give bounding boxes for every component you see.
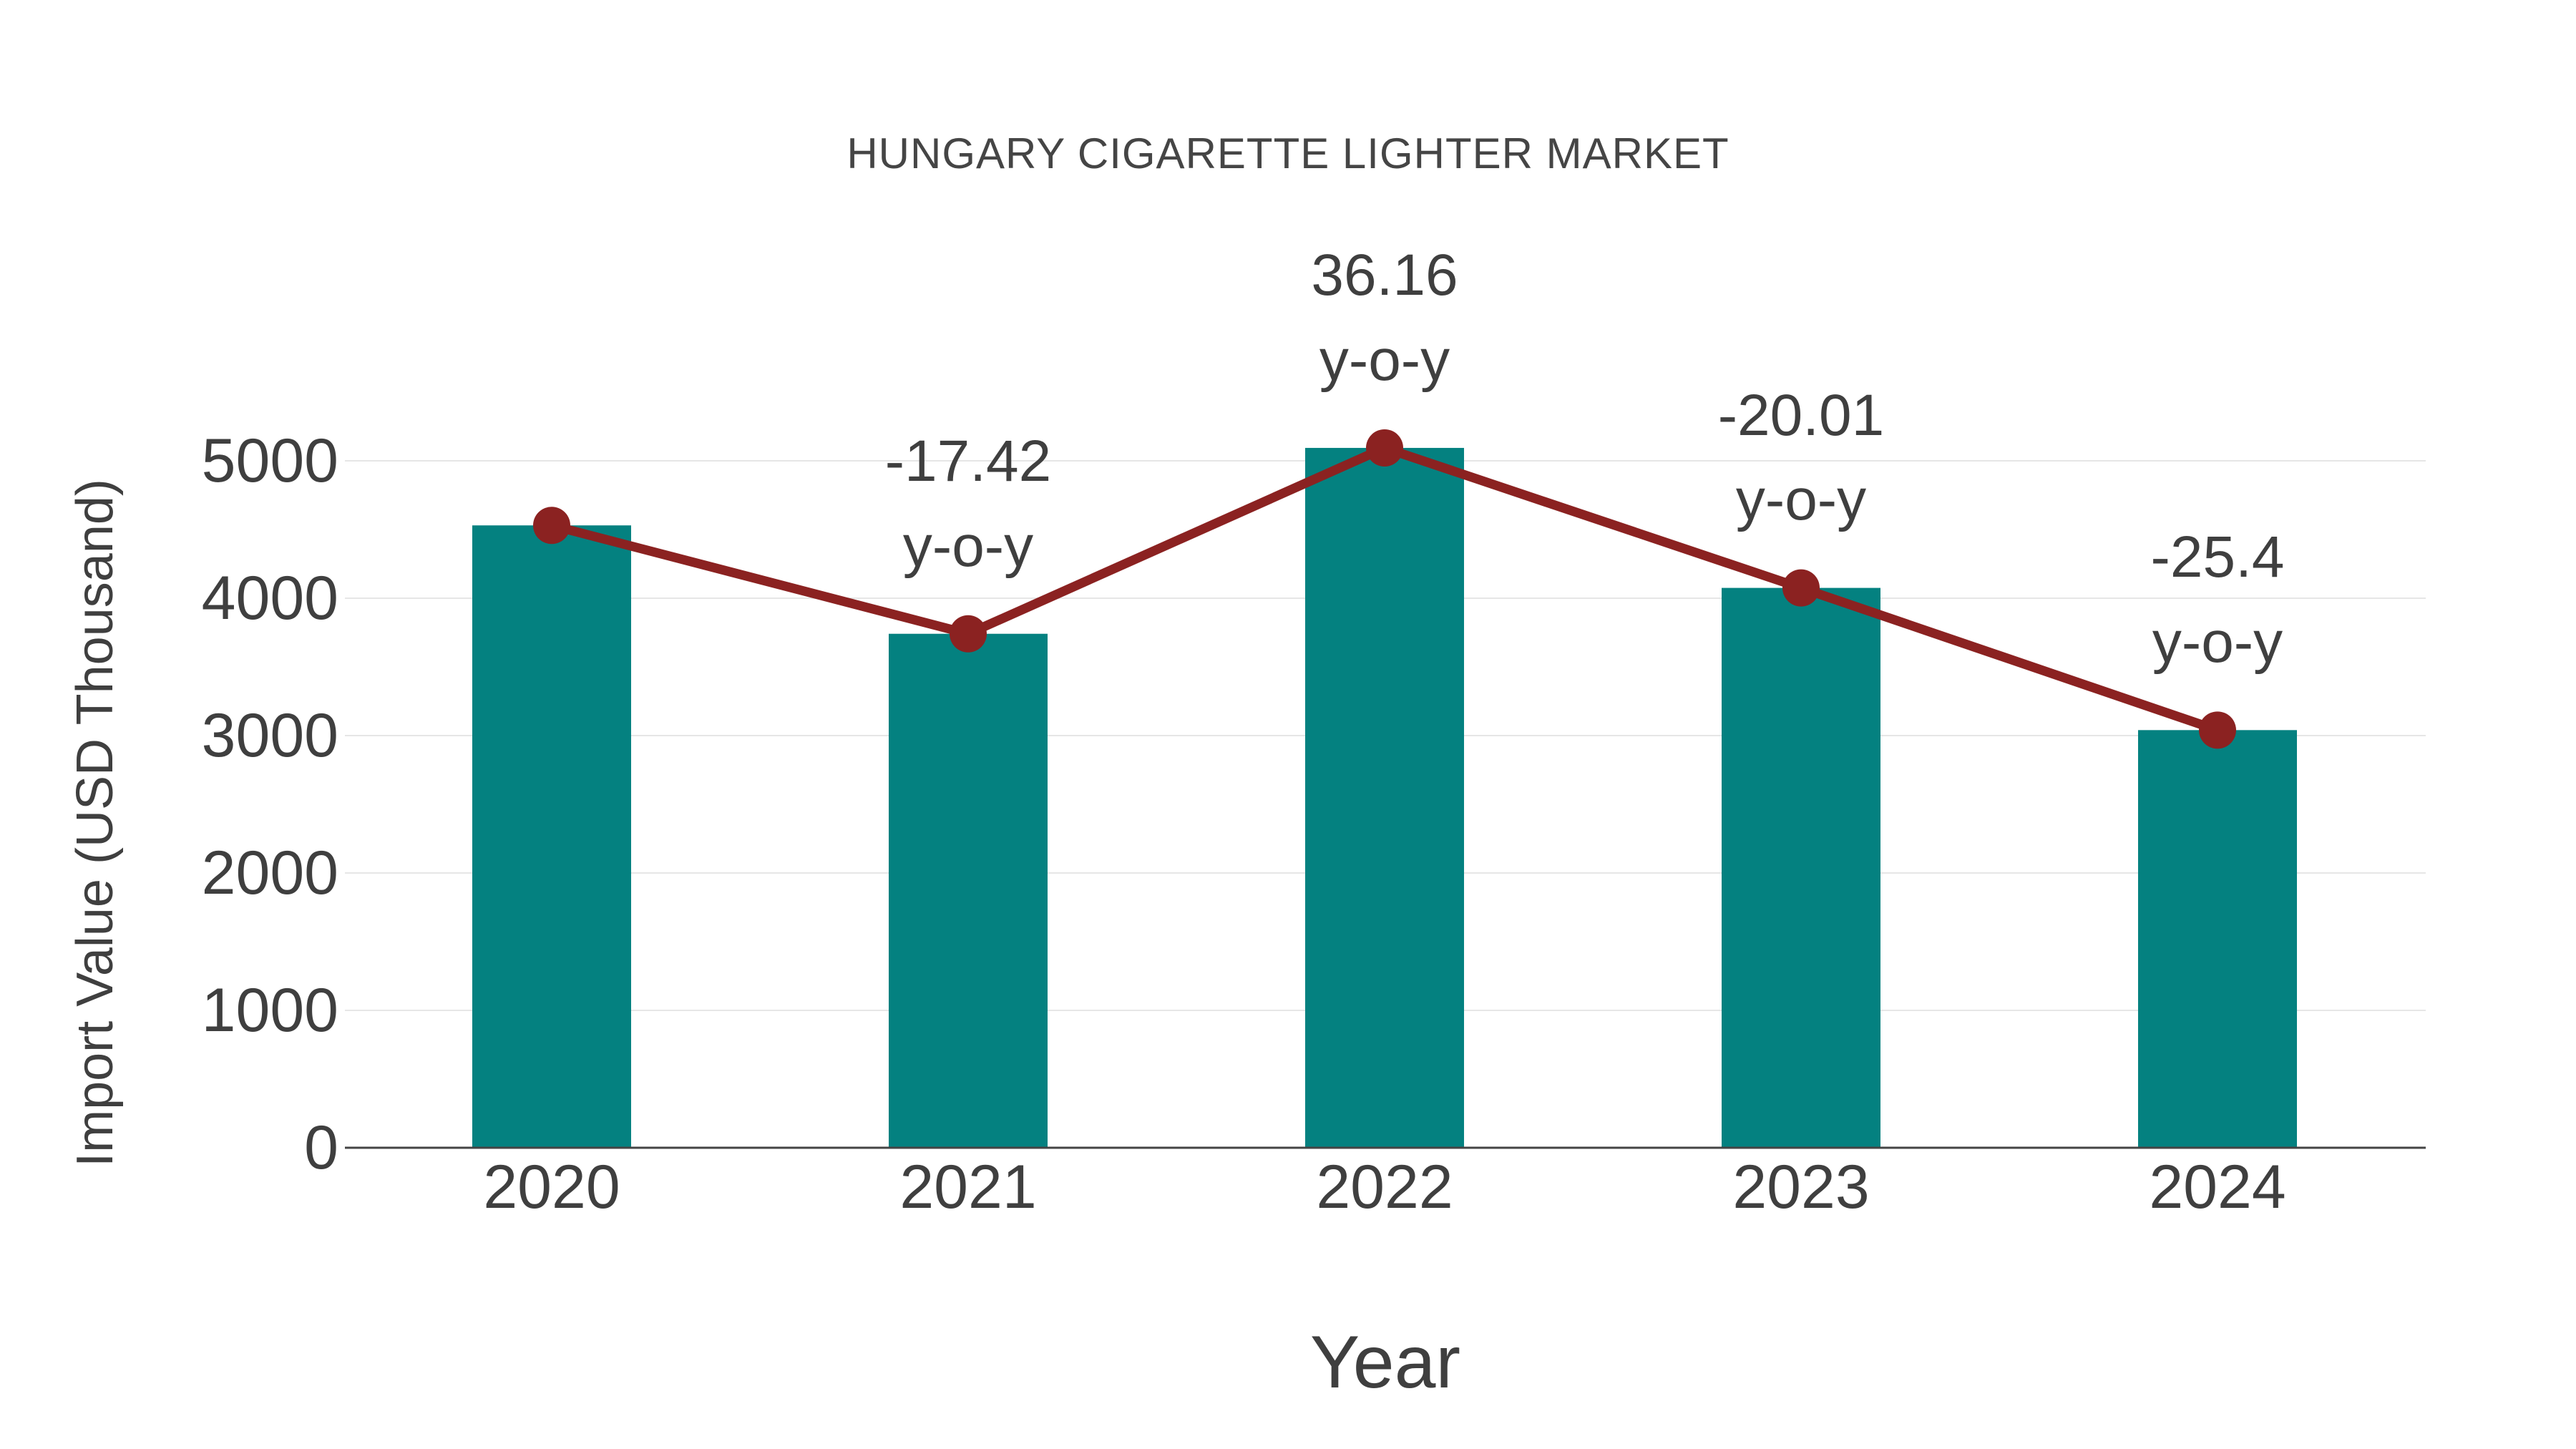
y-tick-0: 0 — [304, 1113, 338, 1182]
annotation-value: 36.16 — [1311, 242, 1458, 308]
y-tick-2000: 2000 — [201, 839, 338, 907]
bar-2024[interactable] — [2138, 730, 2297, 1148]
line-marker-2024[interactable] — [2199, 711, 2236, 749]
x-axis-title: Year — [1309, 1321, 1461, 1404]
annotation-suffix: y-o-y — [902, 513, 1034, 579]
y-axis-title: Import Value (USD Thousand) — [67, 479, 124, 1167]
bar-2020[interactable] — [472, 525, 631, 1148]
line-marker-2021[interactable] — [950, 615, 987, 653]
line-marker-2023[interactable] — [1782, 569, 1820, 607]
x-tick-2020: 2020 — [483, 1153, 620, 1221]
x-tick-2021: 2021 — [899, 1153, 1037, 1221]
line-marker-2022[interactable] — [1366, 429, 1403, 467]
y-tick-3000: 3000 — [201, 701, 338, 770]
bar-2023[interactable] — [1722, 587, 1880, 1148]
y-tick-4000: 4000 — [201, 564, 338, 633]
annotation-2022: 36.16 y-o-y — [1311, 233, 1458, 404]
annotation-value: -25.4 — [2150, 525, 2285, 590]
line-marker-2020[interactable] — [533, 507, 570, 545]
annotation-suffix: y-o-y — [2152, 610, 2283, 675]
annotation-2024: -25.4 y-o-y — [2151, 515, 2285, 686]
bar-2021[interactable] — [889, 633, 1048, 1148]
annotation-suffix: y-o-y — [1319, 327, 1450, 393]
annotation-suffix: y-o-y — [1735, 467, 1867, 533]
bar-2022[interactable] — [1305, 447, 1464, 1148]
y-tick-1000: 1000 — [201, 976, 338, 1045]
x-tick-2023: 2023 — [1732, 1153, 1870, 1221]
annotation-2023: -20.01 y-o-y — [1718, 374, 1885, 544]
x-tick-2022: 2022 — [1316, 1153, 1453, 1221]
y-tick-5000: 5000 — [201, 426, 338, 495]
annotation-value: -20.01 — [1717, 382, 1885, 448]
annotation-2021: -17.42 y-o-y — [885, 419, 1052, 590]
x-tick-2024: 2024 — [2149, 1153, 2286, 1221]
annotation-value: -17.42 — [884, 428, 1052, 494]
chart-title: HUNGARY CIGARETTE LIGHTER MARKET — [847, 130, 1729, 177]
